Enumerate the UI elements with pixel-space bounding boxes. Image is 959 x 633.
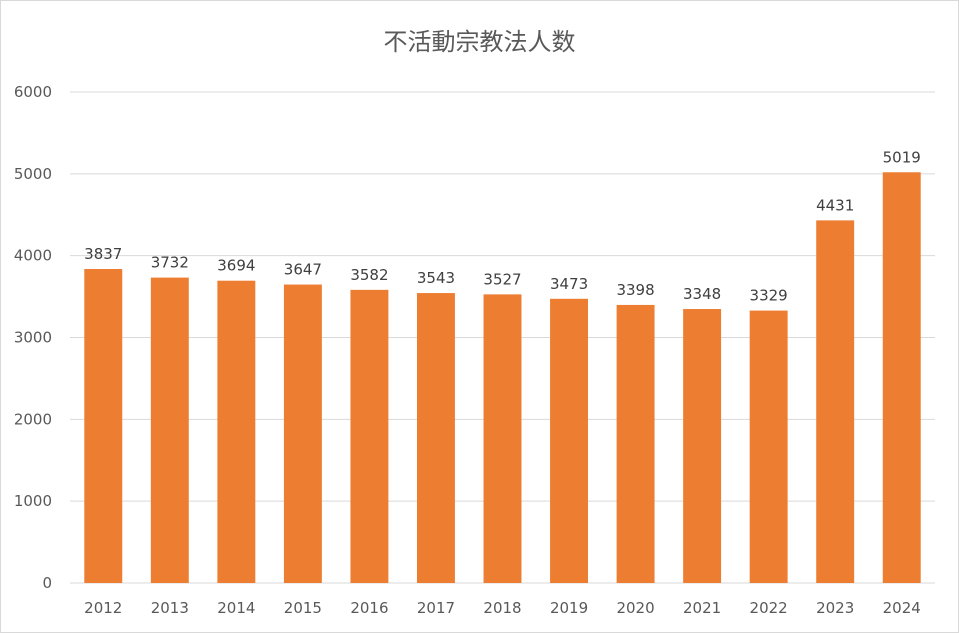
data-label: 3348: [683, 285, 721, 303]
y-tick-label: 4000: [14, 247, 52, 265]
y-tick-label: 5000: [14, 165, 52, 183]
x-tick-label: 2014: [217, 599, 255, 617]
x-tick-label: 2016: [350, 599, 388, 617]
x-tick-label: 2013: [151, 599, 189, 617]
data-label: 3473: [550, 275, 588, 293]
y-tick-label: 3000: [14, 329, 52, 347]
x-tick-label: 2015: [284, 599, 322, 617]
bar: [350, 289, 389, 583]
bar: [683, 309, 722, 583]
y-tick-label: 6000: [14, 83, 52, 101]
bar: [816, 220, 855, 584]
bar: [483, 294, 522, 583]
data-label: 3527: [483, 270, 521, 288]
x-tick-label: 2012: [84, 599, 122, 617]
x-tick-label: 2019: [550, 599, 588, 617]
bars: 3837 3732 3694 3647 3582 3543 3527 3473 3398 3348…: [84, 148, 921, 584]
data-label: 5019: [883, 148, 921, 166]
bar: [416, 293, 455, 583]
data-label: 3694: [217, 257, 255, 275]
data-label: 3398: [616, 281, 654, 299]
x-axis: 2012 2013 2014 2015 2016 2017 2018 2019 2020 2021…: [84, 599, 921, 617]
y-tick-label: 2000: [14, 410, 52, 428]
x-tick-label: 2020: [616, 599, 654, 617]
data-label: 3732: [151, 254, 189, 272]
bar: [616, 304, 655, 583]
bar: [217, 280, 256, 583]
y-tick-label: 1000: [14, 492, 52, 510]
bar: [749, 310, 788, 583]
bar: [283, 284, 322, 583]
data-label: 3543: [417, 269, 455, 287]
x-tick-label: 2023: [816, 599, 854, 617]
y-axis: 0 1000 2000 3000 4000 5000 6000: [14, 83, 52, 592]
data-label: 3329: [750, 287, 788, 305]
x-tick-label: 2021: [683, 599, 721, 617]
x-tick-label: 2022: [750, 599, 788, 617]
bar: [84, 269, 123, 583]
x-tick-label: 2017: [417, 599, 455, 617]
bar: [550, 298, 589, 583]
x-tick-label: 2018: [483, 599, 521, 617]
data-label: 3647: [284, 261, 322, 279]
y-tick-label: 0: [42, 574, 52, 592]
chart-title: 不活動宗教法人数: [383, 28, 576, 56]
x-tick-label: 2024: [883, 599, 921, 617]
bar: [150, 277, 189, 583]
data-label: 3837: [84, 245, 122, 263]
data-label: 4431: [816, 196, 854, 214]
bar: [882, 172, 921, 583]
data-label: 3582: [350, 266, 388, 284]
